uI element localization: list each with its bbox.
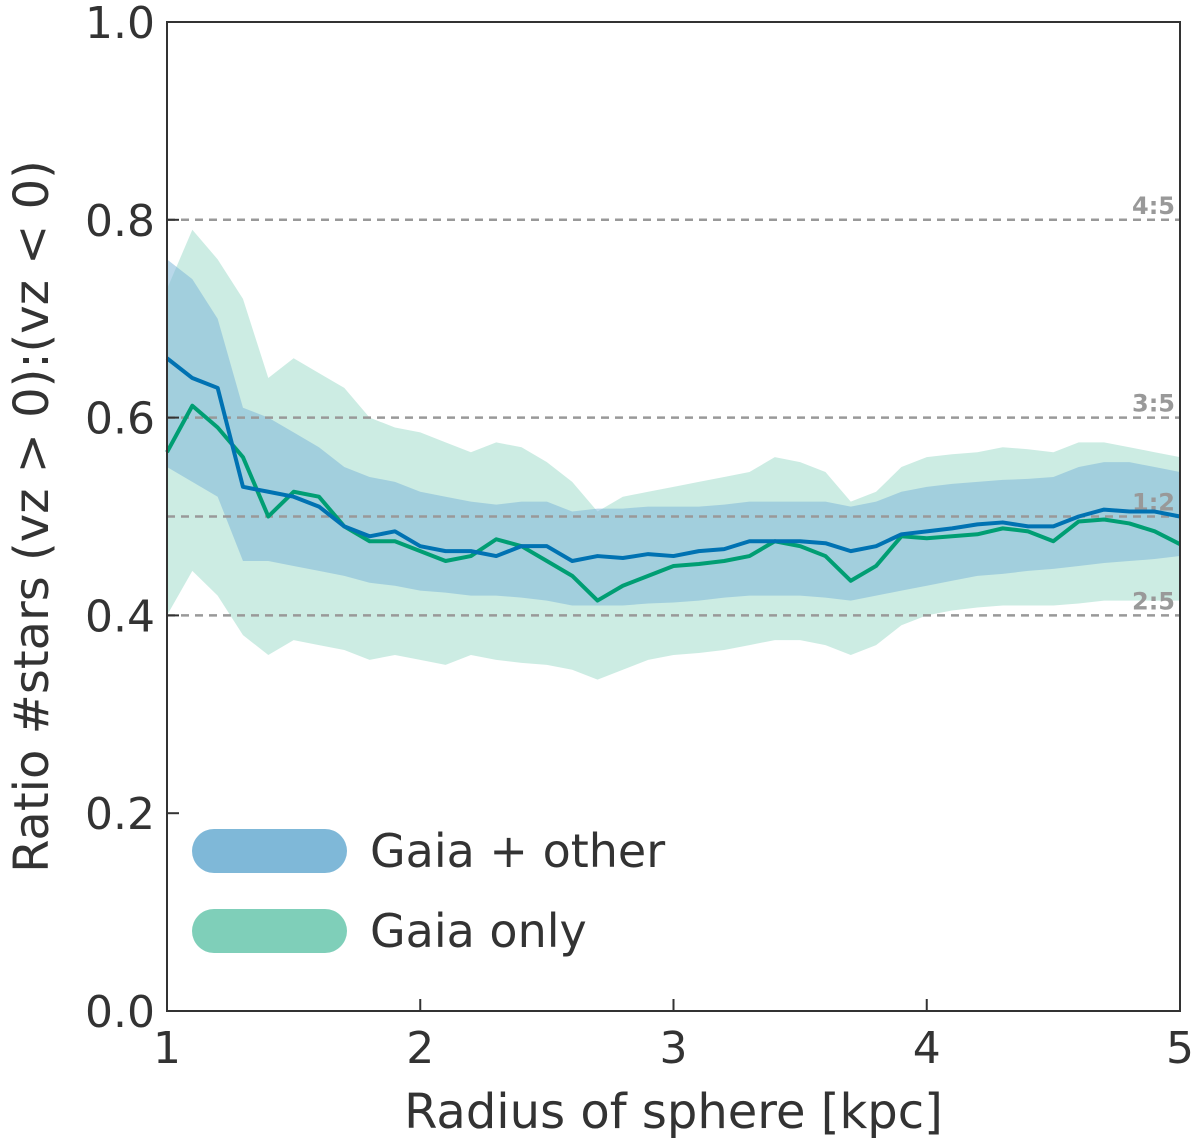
y-tick-label: 0.2 [85,789,155,840]
legend-gaia-other-label: Gaia + other [370,824,665,878]
x-tick-label: 4 [913,1023,941,1074]
x-tick-label: 2 [406,1023,434,1074]
x-tick-label: 3 [660,1023,688,1074]
x-tick-label: 5 [1166,1023,1194,1074]
ref-label-4-5: 4:5 [1132,192,1175,220]
y-tick-label: 0.8 [85,196,155,247]
legend-gaia-other-swatch [192,829,347,873]
y-tick-label: 0.6 [85,394,155,445]
gaia-only-line [165,403,1181,603]
legend: Gaia + other Gaia only [192,824,665,958]
confidence-bands [167,229,1180,680]
ref-label-2-5: 2:5 [1132,587,1175,615]
y-tick-label: 1.0 [85,0,155,49]
gaia-other-line [165,356,1181,564]
legend-gaia-only-label: Gaia only [370,904,587,958]
x-tick-label: 1 [153,1023,181,1074]
y-tick-label: 0.4 [85,591,155,642]
gaia-other-band [167,259,1180,606]
x-axis-label: Radius of sphere [kpc] [404,1084,943,1140]
axis-ticks: 1 2 3 4 5 0.0 0.2 0.4 0.6 0.8 1.0 [85,0,1194,1074]
y-tick-label: 0.0 [85,987,155,1038]
legend-gaia-only-swatch [192,909,347,953]
ref-label-3-5: 3:5 [1132,390,1175,418]
series-lines [165,356,1181,603]
y-axis-label: Ratio #stars (vz > 0):(vz < 0) [4,160,60,873]
